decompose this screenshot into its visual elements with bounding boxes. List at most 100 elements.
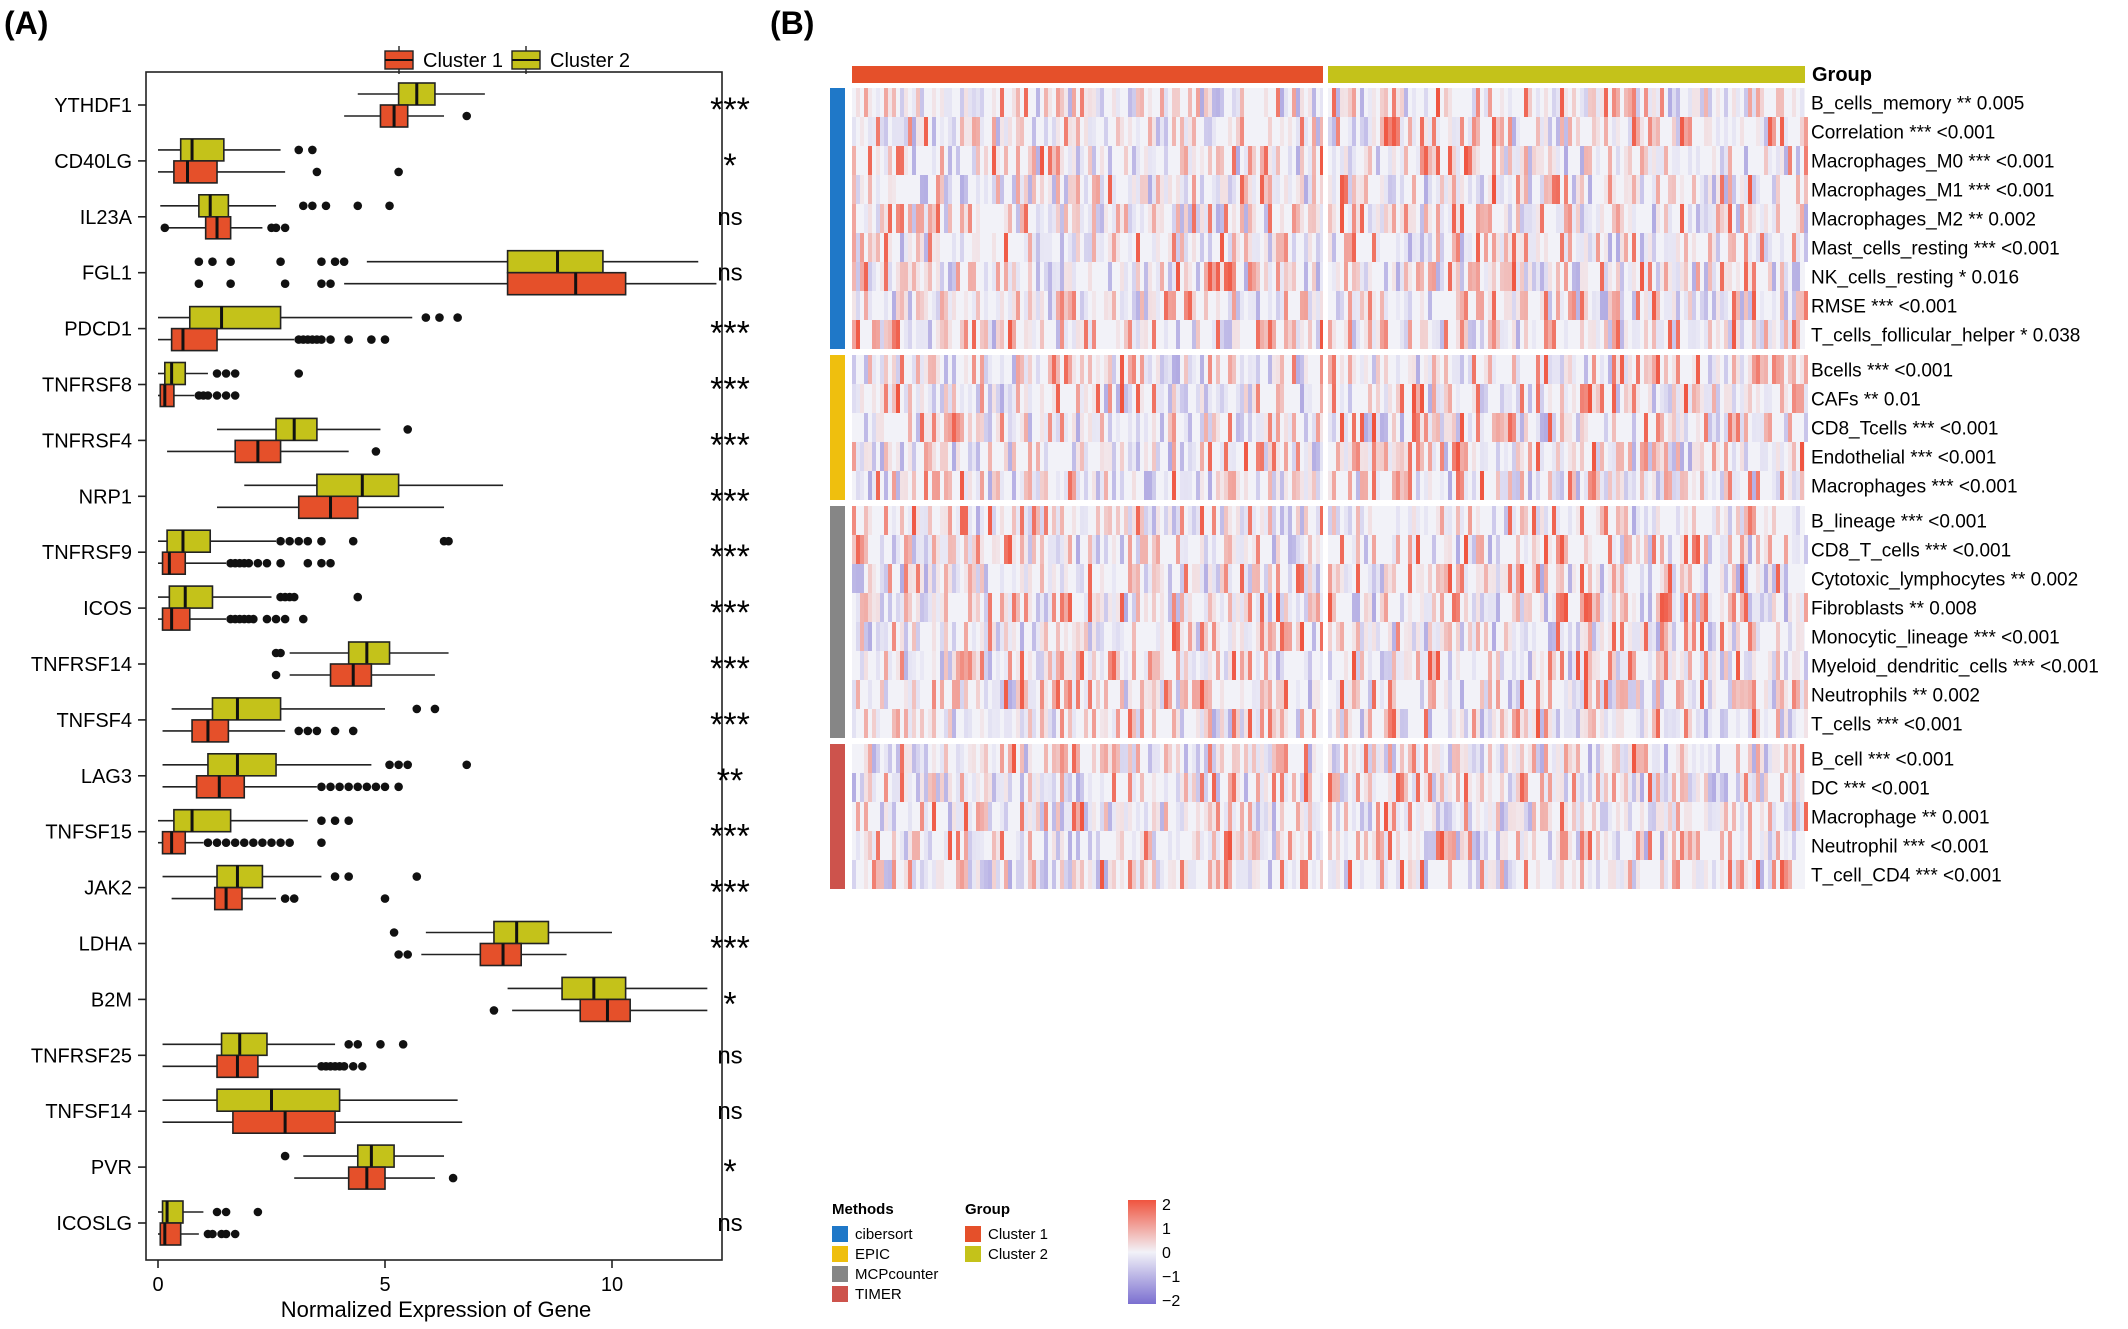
heatmap-cell bbox=[1756, 175, 1760, 204]
heatmap-cell bbox=[1716, 117, 1720, 146]
heatmap-cell bbox=[1152, 593, 1156, 622]
outlier-point bbox=[344, 782, 353, 792]
heatmap-cell bbox=[1228, 709, 1232, 738]
heatmap-cell bbox=[972, 564, 976, 593]
heatmap-cell bbox=[1296, 709, 1300, 738]
heatmap-cell bbox=[1544, 709, 1548, 738]
heatmap-cell bbox=[1688, 622, 1692, 651]
heatmap-cell bbox=[940, 860, 944, 889]
heatmap-cell bbox=[1640, 564, 1644, 593]
heatmap-cell bbox=[1564, 744, 1568, 773]
heatmap-cell bbox=[852, 262, 856, 291]
heatmap-cell bbox=[1644, 233, 1648, 262]
heatmap-cell bbox=[1504, 442, 1508, 471]
heatmap-cell bbox=[1488, 175, 1492, 204]
heatmap-cell bbox=[1348, 384, 1352, 413]
heatmap-cell bbox=[1344, 506, 1348, 535]
heatmap-cell bbox=[1344, 233, 1348, 262]
heatmap-cell bbox=[1476, 291, 1480, 320]
heatmap-cell bbox=[1496, 651, 1500, 680]
heatmap-cell bbox=[1140, 831, 1144, 860]
heatmap-cell bbox=[1348, 680, 1352, 709]
heatmap-cell bbox=[1300, 146, 1304, 175]
heatmap-cell bbox=[1320, 204, 1324, 233]
heatmap-cell bbox=[1036, 773, 1040, 802]
heatmap-cell bbox=[1768, 831, 1772, 860]
heatmap-cell bbox=[1520, 651, 1524, 680]
heatmap-cell bbox=[1448, 175, 1452, 204]
heatmap-cell bbox=[1364, 593, 1368, 622]
heatmap-cell bbox=[1520, 291, 1524, 320]
heatmap-cell bbox=[1640, 262, 1644, 291]
heatmap-row bbox=[852, 860, 1805, 889]
heatmap-cell bbox=[1188, 442, 1192, 471]
heatmap-cell bbox=[1104, 802, 1108, 831]
heatmap-cell bbox=[856, 802, 860, 831]
heatmap-cell bbox=[1040, 291, 1044, 320]
heatmap-cell bbox=[1168, 384, 1172, 413]
heatmap-cell bbox=[1720, 860, 1724, 889]
heatmap-cell bbox=[1456, 413, 1460, 442]
heatmap-cell bbox=[920, 506, 924, 535]
heatmap-cell bbox=[1612, 471, 1616, 500]
heatmap-cell bbox=[1724, 204, 1728, 233]
heatmap-cell bbox=[1348, 564, 1352, 593]
heatmap-cell bbox=[1072, 291, 1076, 320]
heatmap-cell bbox=[1364, 535, 1368, 564]
heatmap-cell bbox=[1232, 773, 1236, 802]
heatmap-cell bbox=[1160, 413, 1164, 442]
heatmap-cell bbox=[864, 506, 868, 535]
heatmap-cell bbox=[1072, 709, 1076, 738]
heatmap-cell bbox=[1560, 622, 1564, 651]
heatmap-cell bbox=[912, 622, 916, 651]
heatmap-cell bbox=[900, 442, 904, 471]
heatmap-cell bbox=[1268, 320, 1272, 349]
heatmap-cell bbox=[868, 88, 872, 117]
heatmap-cell bbox=[1108, 802, 1112, 831]
heatmap-cell bbox=[1004, 802, 1008, 831]
heatmap-cell bbox=[868, 262, 872, 291]
heatmap-cell bbox=[904, 651, 908, 680]
heatmap-cell bbox=[1468, 175, 1472, 204]
heatmap-cell bbox=[1544, 320, 1548, 349]
heatmap-cell bbox=[1476, 88, 1480, 117]
heatmap-cell bbox=[1612, 442, 1616, 471]
heatmap-cell bbox=[1736, 291, 1740, 320]
heatmap-cell bbox=[896, 535, 900, 564]
heatmap-cell bbox=[1256, 442, 1260, 471]
heatmap-cell bbox=[1524, 622, 1528, 651]
heatmap-cell bbox=[1056, 117, 1060, 146]
heatmap-cell bbox=[1732, 320, 1736, 349]
heatmap-cell bbox=[1424, 651, 1428, 680]
heatmap-cell bbox=[1492, 291, 1496, 320]
heatmap-cell bbox=[1532, 506, 1536, 535]
heatmap-cell bbox=[1736, 88, 1740, 117]
heatmap-cell bbox=[1304, 291, 1308, 320]
heatmap-cell bbox=[1360, 860, 1364, 889]
heatmap-cell bbox=[1796, 471, 1800, 500]
heatmap-cell bbox=[1124, 204, 1128, 233]
heatmap-cell bbox=[1336, 709, 1340, 738]
heatmap-cell bbox=[1632, 593, 1636, 622]
heatmap-cell bbox=[1496, 471, 1500, 500]
heatmap-cell bbox=[1488, 535, 1492, 564]
heatmap-cell bbox=[892, 773, 896, 802]
heatmap-cell bbox=[1772, 262, 1776, 291]
heatmap-cell bbox=[1680, 651, 1684, 680]
heatmap-cell bbox=[1280, 831, 1284, 860]
methods-legend-swatch bbox=[832, 1246, 848, 1262]
heatmap-cell bbox=[1792, 773, 1796, 802]
heatmap-cell bbox=[1472, 117, 1476, 146]
heatmap-cell bbox=[928, 593, 932, 622]
heatmap-cell bbox=[1208, 680, 1212, 709]
heatmap-cell bbox=[916, 564, 920, 593]
heatmap-cell bbox=[1652, 204, 1656, 233]
heatmap-cell bbox=[1628, 204, 1632, 233]
heatmap-cell bbox=[1512, 413, 1516, 442]
heatmap-cell bbox=[1040, 146, 1044, 175]
heatmap-cell bbox=[1172, 355, 1176, 384]
heatmap-cell bbox=[1592, 651, 1596, 680]
heatmap-cell bbox=[1320, 233, 1324, 262]
heatmap-cell bbox=[1640, 233, 1644, 262]
heatmap-cell bbox=[1076, 233, 1080, 262]
